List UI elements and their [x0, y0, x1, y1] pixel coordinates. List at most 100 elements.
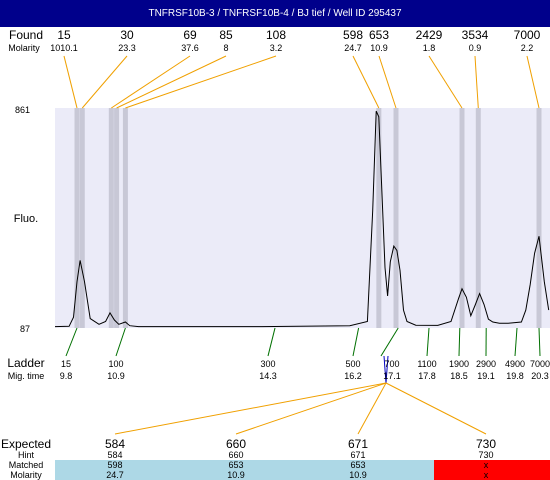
- matched-size-660: 653: [228, 460, 243, 470]
- expected-connector-584: [114, 382, 387, 435]
- expected-size-584: 584: [105, 437, 125, 451]
- expected-connector-671: [357, 382, 387, 435]
- ladder-size-1100: 1100: [417, 359, 436, 369]
- found-molarity-3534: 0.9: [469, 43, 482, 53]
- found-size-85: 85: [219, 28, 233, 42]
- found-label: Found: [9, 28, 43, 42]
- found-molarity-2429: 1.8: [423, 43, 436, 53]
- peak-band-653: [393, 108, 399, 328]
- found-size-653: 653: [369, 28, 389, 42]
- found-molarity-7000: 2.2: [521, 43, 534, 53]
- ladder-time-4900: 19.8: [506, 371, 524, 381]
- expected-status-cell-730: [434, 460, 550, 480]
- ladder-connector-4900: [514, 327, 518, 357]
- ladder-time-1900: 18.5: [450, 371, 468, 381]
- matched-size-584: 598: [107, 460, 122, 470]
- ladder-connector-7000: [538, 327, 541, 357]
- expected-label: Expected: [1, 437, 51, 451]
- peak-band-85: [114, 108, 120, 328]
- ladder-time-2900: 19.1: [477, 371, 495, 381]
- molarity-label: Molarity: [8, 43, 40, 53]
- ladder-time-500: 16.2: [344, 371, 362, 381]
- expected-connector-660: [235, 382, 387, 435]
- marker-line-b: [385, 355, 389, 384]
- found-connector-653: [378, 55, 397, 109]
- ladder-size-100: 100: [108, 359, 123, 369]
- marker-line-a: [383, 355, 387, 384]
- plot-area: [55, 108, 550, 328]
- expected-status-cell-660: [190, 460, 312, 480]
- ladder-connector-15: [65, 327, 78, 357]
- ladder-row: 15 9.8 100 10.9 300 14.3 500 16.2 700 17.1 1100 17.…: [60, 359, 550, 381]
- ladder-size-15: 15: [61, 359, 71, 369]
- ladder-size-300: 300: [260, 359, 275, 369]
- ladder-label: Ladder: [7, 356, 44, 370]
- peak-band-2429: [459, 108, 465, 328]
- found-connector-85: [116, 55, 227, 109]
- found-connector-108: [125, 55, 277, 109]
- matched-size-671: 653: [350, 460, 365, 470]
- expected-status-cell-584: [55, 460, 190, 480]
- found-size-30: 30: [120, 28, 134, 42]
- peak-bands: [74, 108, 542, 328]
- ladder-time-300: 14.3: [259, 371, 277, 381]
- ladder-size-1900: 1900: [449, 359, 469, 369]
- ladder-connector-lines: [65, 327, 541, 384]
- ladder-time-15: 9.8: [60, 371, 73, 381]
- peak-band-15: [74, 108, 80, 328]
- expected-size-730: 730: [476, 437, 496, 451]
- y-tick-min: 87: [20, 324, 30, 334]
- fluo-axis-label: Fluo.: [14, 213, 38, 225]
- found-size-108: 108: [266, 28, 286, 42]
- ladder-connector-1900: [458, 327, 461, 357]
- y-tick-max: 861: [15, 105, 30, 115]
- hint-size-660: 660: [228, 450, 243, 460]
- ladder-time-7000: 20.3: [531, 371, 549, 381]
- expected-size-660: 660: [226, 437, 246, 451]
- ladder-connector-500: [352, 327, 360, 357]
- fluorescence-trace: [54, 110, 550, 328]
- ladder-time-1100: 17.8: [418, 371, 436, 381]
- found-connector-lines: [63, 55, 540, 109]
- found-molarity-69: 37.6: [181, 43, 199, 53]
- found-connector-30: [81, 55, 128, 109]
- peak-band-69: [108, 108, 114, 328]
- ladder-connector-1100: [426, 327, 430, 357]
- found-size-598: 598: [343, 28, 363, 42]
- found-molarity-653: 10.9: [370, 43, 388, 53]
- matched-size-730: x: [484, 460, 489, 470]
- expected-molarity-660: 10.9: [227, 470, 245, 480]
- ladder-size-4900: 4900: [505, 359, 525, 369]
- expected-table: 58458459824.766066065310.967167165310.97…: [55, 437, 550, 480]
- ladder-connector-700: [380, 327, 399, 357]
- found-size-row: 151010.13023.36937.68581083.259824.76531…: [50, 28, 540, 53]
- found-molarity-108: 3.2: [270, 43, 283, 53]
- mig-time-label: Mig. time: [8, 371, 45, 381]
- expected-status-cell-671: [312, 460, 434, 480]
- hint-size-671: 671: [350, 450, 365, 460]
- found-molarity-598: 24.7: [344, 43, 362, 53]
- expected-size-671: 671: [348, 437, 368, 451]
- peak-band-7000: [536, 108, 542, 328]
- hint-size-730: 730: [478, 450, 493, 460]
- found-connector-69: [111, 55, 191, 109]
- found-size-15: 15: [57, 28, 71, 42]
- found-size-69: 69: [183, 28, 197, 42]
- found-connector-3534: [474, 55, 479, 109]
- chart-title: TNFRSF10B-3 / TNFRSF10B-4 / BJ tief / We…: [0, 0, 550, 27]
- peak-band-3534: [475, 108, 481, 328]
- found-connector-7000: [526, 55, 540, 109]
- molarity-bottom-label: Molarity: [10, 470, 42, 480]
- peak-band-30: [79, 108, 85, 328]
- found-connector-598: [352, 55, 380, 109]
- hint-size-584: 584: [107, 450, 122, 460]
- expected-molarity-671: 10.9: [349, 470, 367, 480]
- expected-molarity-584: 24.7: [106, 470, 124, 480]
- found-molarity-85: 8: [223, 43, 228, 53]
- ladder-size-700: 700: [384, 359, 399, 369]
- found-size-3534: 3534: [462, 28, 489, 42]
- ladder-size-500: 500: [345, 359, 360, 369]
- hint-label: Hint: [18, 450, 35, 460]
- ladder-size-7000: 7000: [530, 359, 550, 369]
- found-size-2429: 2429: [416, 28, 443, 42]
